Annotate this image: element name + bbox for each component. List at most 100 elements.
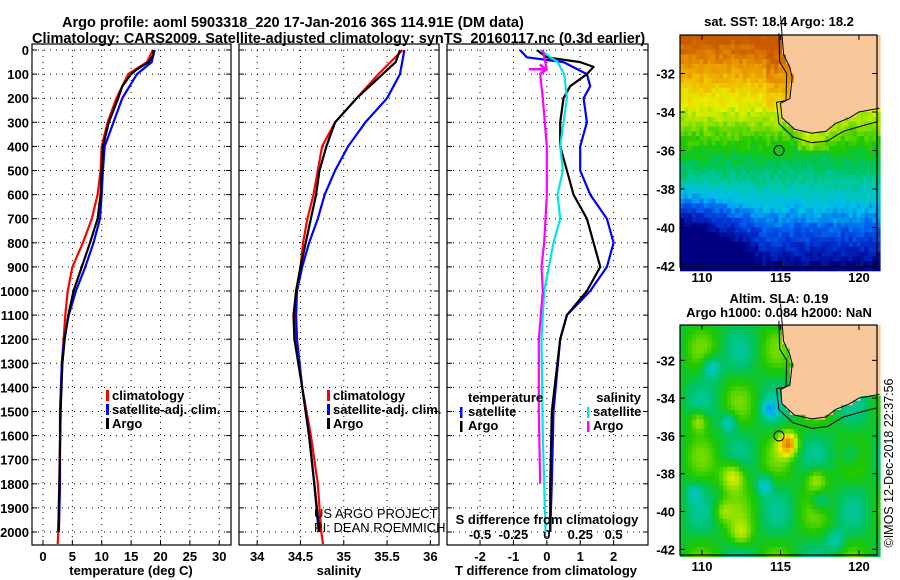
map-cell	[723, 325, 728, 331]
map-cell	[786, 246, 791, 253]
map-cell	[699, 419, 704, 425]
map-cell	[821, 87, 826, 94]
map-cell	[837, 372, 842, 378]
map-cell	[766, 227, 771, 233]
map-cell	[805, 44, 810, 50]
map-cell	[778, 377, 783, 383]
map-cell	[762, 400, 767, 406]
map-cell	[797, 391, 803, 397]
map-cell	[801, 514, 807, 520]
map-cell	[848, 237, 854, 243]
map-cell	[833, 217, 838, 224]
map-cell	[699, 160, 704, 166]
map-cell	[707, 424, 712, 430]
map-cell	[809, 208, 814, 214]
map-cell	[817, 227, 822, 233]
map-cell	[687, 155, 693, 161]
map-cell	[680, 102, 685, 108]
map-cell	[758, 160, 763, 166]
map-cell	[844, 150, 850, 156]
map-cell	[844, 251, 850, 257]
map-cell	[833, 542, 838, 548]
map-cell	[766, 509, 771, 515]
map-cell	[860, 256, 865, 262]
map-cell	[833, 410, 838, 416]
map-cell	[844, 386, 850, 392]
map-cell	[719, 68, 724, 74]
map-cell	[699, 462, 704, 468]
map-cell	[774, 112, 779, 118]
map-cell	[809, 160, 814, 166]
map-cell	[789, 246, 795, 253]
map-cell	[746, 169, 752, 176]
map-cell	[793, 179, 799, 185]
map-cell	[699, 184, 704, 190]
map-cell	[758, 136, 763, 142]
map-cell	[801, 438, 807, 444]
map-cell	[868, 261, 873, 267]
map-cell	[833, 169, 838, 176]
map-cell	[809, 217, 814, 224]
map-cell	[703, 44, 708, 50]
map-cell	[840, 150, 846, 156]
map-cell	[848, 174, 854, 180]
map-cell	[782, 466, 787, 472]
map-cell	[687, 189, 693, 195]
map-cell	[683, 325, 689, 331]
map-cell	[817, 462, 822, 468]
map-cell	[680, 414, 685, 420]
map-cell	[687, 395, 693, 402]
map-cell	[707, 242, 712, 248]
map-cell	[840, 92, 846, 99]
map-cell	[844, 121, 850, 127]
map-cell	[848, 232, 854, 238]
map-cell	[758, 208, 763, 214]
map-cell	[829, 532, 834, 539]
map-cell	[829, 452, 834, 458]
map-cell	[738, 424, 744, 430]
map-cell	[805, 73, 810, 79]
map-cell	[758, 391, 763, 397]
map-cell	[695, 184, 701, 190]
series-line-argo	[57, 50, 155, 533]
map-cell	[758, 358, 763, 364]
map-cell	[738, 462, 744, 468]
map-cell	[805, 112, 810, 118]
map-cell	[848, 155, 854, 161]
map-cell	[829, 68, 834, 74]
map-cell	[786, 547, 791, 553]
map-cell	[766, 457, 771, 463]
map-cell	[750, 251, 755, 257]
series-line-climatology	[293, 49, 404, 545]
map-cell	[680, 495, 685, 501]
map-cell	[711, 155, 716, 161]
map-cell	[848, 542, 854, 548]
map-cell	[699, 126, 704, 132]
map-cell	[687, 367, 693, 373]
map-cell	[746, 400, 752, 406]
map-cell	[805, 514, 810, 520]
map-cell	[723, 499, 728, 505]
map-cell	[727, 485, 732, 491]
map-cell	[770, 251, 775, 257]
map-cell	[786, 184, 791, 190]
map-cell	[817, 518, 822, 524]
map-cell	[793, 457, 799, 463]
map-cell	[687, 242, 693, 248]
map-cell	[762, 83, 767, 89]
map-cell	[746, 237, 752, 243]
map-cell	[715, 131, 720, 137]
map-cell	[687, 140, 693, 147]
map-cell	[829, 438, 834, 444]
map-cell	[683, 136, 689, 142]
map-cell	[766, 59, 771, 65]
map-cell	[793, 405, 799, 411]
map-cell	[680, 480, 685, 487]
map-cell	[856, 87, 861, 94]
map-cell	[821, 174, 826, 180]
map-cell	[719, 73, 724, 79]
map-cell	[876, 121, 881, 127]
map-cell	[683, 97, 689, 103]
map-cell	[758, 49, 763, 55]
map-cell	[758, 372, 763, 378]
